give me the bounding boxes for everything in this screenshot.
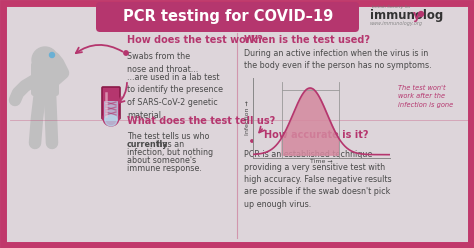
Circle shape	[49, 53, 55, 58]
Text: During an active infection when the virus is in
the body even if the person has : During an active infection when the viru…	[244, 49, 432, 70]
FancyBboxPatch shape	[96, 2, 359, 32]
Text: ...are used in a lab test
to identify the presence
of SARS-CoV-2 genetic
materia: ...are used in a lab test to identify th…	[127, 73, 223, 120]
Text: y: y	[413, 9, 420, 23]
Text: What does the test tell us?: What does the test tell us?	[127, 116, 275, 126]
FancyBboxPatch shape	[102, 87, 120, 119]
Text: The test tells us who: The test tells us who	[127, 132, 210, 141]
Text: PCR is an established technique
providing a very sensitive test with
high accura: PCR is an established technique providin…	[244, 150, 392, 209]
Circle shape	[124, 51, 128, 55]
Text: currently: currently	[127, 140, 168, 149]
Text: How accurate is it?: How accurate is it?	[264, 130, 368, 140]
Text: immunolog: immunolog	[370, 9, 443, 23]
Text: The test won't
work after the
infection is gone: The test won't work after the infection …	[398, 85, 453, 108]
Text: about someone's: about someone's	[127, 156, 196, 165]
X-axis label: Time →: Time →	[310, 159, 333, 164]
Text: www.immunology.org: www.immunology.org	[370, 22, 423, 27]
Text: Swabs from the
nose and throat...: Swabs from the nose and throat...	[127, 52, 198, 73]
Text: When is the test used?: When is the test used?	[244, 35, 370, 45]
Circle shape	[419, 11, 423, 17]
FancyBboxPatch shape	[31, 62, 59, 96]
Text: has an: has an	[155, 140, 184, 149]
Text: How does the test work?: How does the test work?	[127, 35, 263, 45]
Circle shape	[32, 47, 58, 73]
Y-axis label: Infection →: Infection →	[245, 101, 250, 135]
Text: infection, but nothing: infection, but nothing	[127, 148, 213, 157]
Text: PCR testing for COVID–19: PCR testing for COVID–19	[123, 9, 333, 25]
Text: immune response.: immune response.	[127, 164, 202, 173]
Circle shape	[105, 114, 117, 126]
Circle shape	[103, 110, 119, 126]
Text: british Society for: british Society for	[372, 5, 410, 9]
Circle shape	[251, 140, 253, 142]
FancyBboxPatch shape	[104, 101, 118, 121]
